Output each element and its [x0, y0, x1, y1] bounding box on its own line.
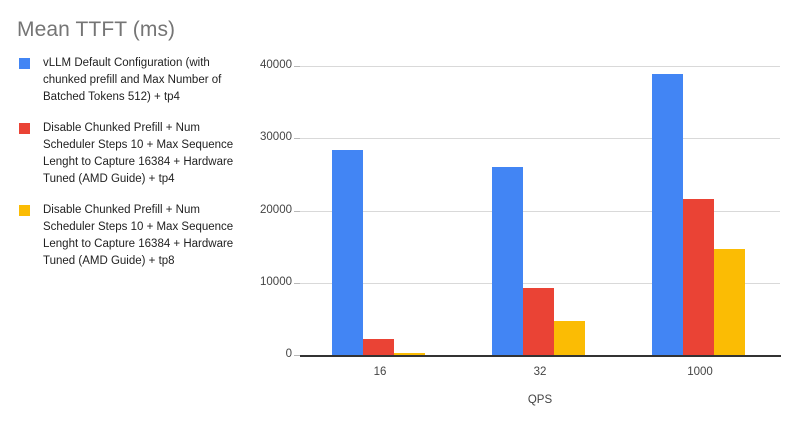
bar[interactable]	[491, 167, 523, 355]
legend-item[interactable]: vLLM Default Configuration (with chunked…	[17, 55, 249, 106]
gridline	[300, 66, 780, 67]
chart-title: Mean TTFT (ms)	[17, 18, 176, 41]
x-axis-tick-label: 32	[533, 366, 547, 378]
legend-color-swatch	[19, 58, 30, 69]
y-axis-tick-labels: 0 10000 20000 30000 40000	[230, 0, 292, 430]
legend-item-label: Disable Chunked Prefill + Num Scheduler …	[43, 204, 234, 267]
y-axis-tick-label: 30000	[260, 131, 292, 144]
bar[interactable]	[713, 248, 745, 355]
gridline	[300, 210, 780, 212]
legend-item-label: Disable Chunked Prefill + Num Scheduler …	[43, 122, 234, 185]
y-axis-tick-label: 0	[285, 348, 292, 360]
bar-group	[491, 66, 585, 355]
bar[interactable]	[393, 353, 425, 355]
chart-legend: vLLM Default Configuration (with chunked…	[17, 55, 249, 284]
y-axis-tick-label: 10000	[260, 275, 292, 288]
bar[interactable]	[553, 321, 585, 355]
legend-item[interactable]: Disable Chunked Prefill + Num Scheduler …	[17, 120, 249, 188]
y-axis-tick-label: 20000	[260, 203, 292, 216]
legend-color-swatch	[19, 205, 30, 216]
bar[interactable]	[362, 338, 394, 355]
bar-group	[651, 66, 745, 355]
plot-area	[300, 66, 780, 355]
bar[interactable]	[682, 198, 714, 355]
x-axis-line	[300, 355, 781, 357]
x-axis-tick-label: 1000	[687, 366, 713, 378]
y-axis-tick-mark	[294, 66, 300, 67]
gridline	[300, 282, 780, 284]
bar[interactable]	[651, 73, 683, 355]
y-axis-tick-label: 40000	[260, 59, 292, 71]
y-axis-tick-mark	[294, 210, 300, 212]
legend-item-label: vLLM Default Configuration (with chunked…	[43, 57, 222, 103]
bar[interactable]	[331, 150, 363, 355]
legend-color-swatch	[19, 123, 30, 134]
x-axis-title: QPS	[527, 394, 553, 406]
bar-group	[331, 66, 425, 355]
y-axis-tick-mark	[294, 282, 300, 284]
y-axis-tick-mark	[294, 138, 300, 140]
legend-item[interactable]: Disable Chunked Prefill + Num Scheduler …	[17, 202, 249, 270]
bar[interactable]	[522, 287, 554, 355]
y-axis-tick-mark	[294, 355, 300, 356]
x-axis-tick-label: 16	[373, 366, 387, 378]
gridline	[300, 138, 780, 140]
